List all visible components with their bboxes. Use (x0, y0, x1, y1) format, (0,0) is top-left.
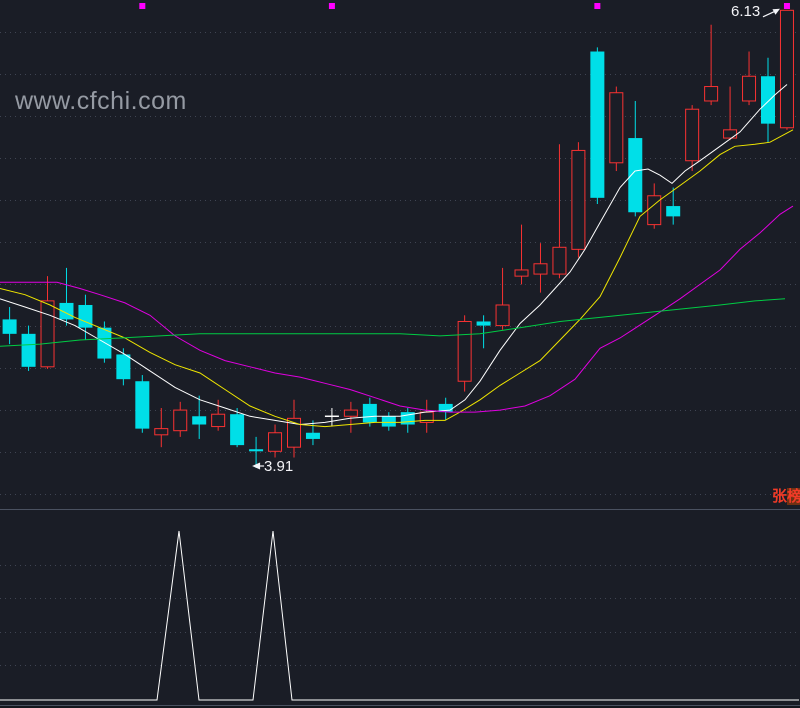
low-price-label: 3.91 (264, 458, 294, 475)
badge-char-2: 榜 (787, 488, 800, 505)
high-price-label: 6.13 (731, 3, 761, 20)
badge-char-1: 张 (772, 488, 788, 505)
watermark-text: www.cfchi.com (15, 87, 187, 115)
ranking-badge[interactable]: 张榜 (772, 488, 800, 506)
